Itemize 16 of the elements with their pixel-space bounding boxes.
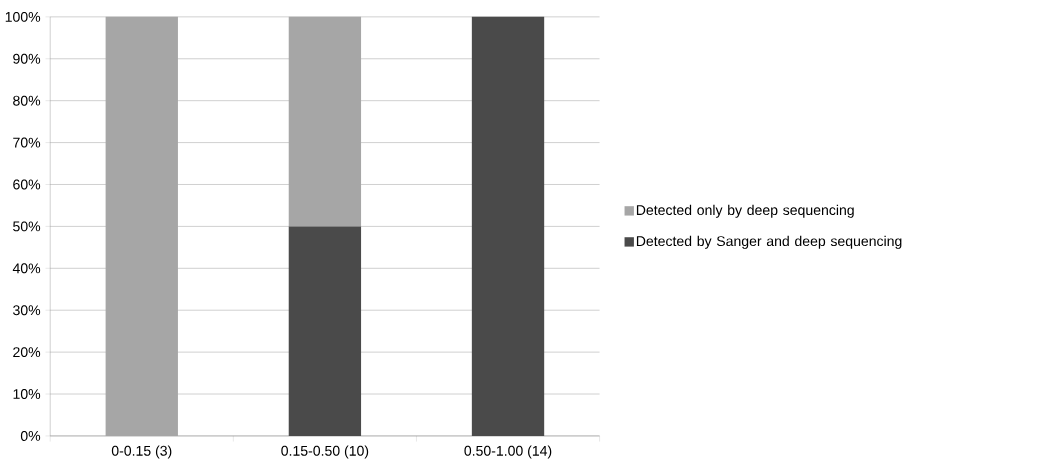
y-tick-label: 30% <box>13 305 41 316</box>
x-tick-label: 0.15-0.50 (10) <box>281 445 369 459</box>
y-tick-label: 0% <box>20 431 41 442</box>
x-tick-label: 0.50-1.00 (14) <box>464 445 552 459</box>
y-tick-label: 20% <box>13 347 41 358</box>
y-tick-label: 40% <box>12 263 41 274</box>
y-tick-label: 80% <box>13 95 41 106</box>
x-tick-label: 0-0.15 (3) <box>111 445 172 459</box>
y-tick-label: 90% <box>13 53 41 64</box>
y-tick-label: 10% <box>13 389 41 400</box>
y-tick-label: 60% <box>13 179 41 190</box>
y-tick-label: 50% <box>13 221 41 232</box>
legend-label: Detected by Sanger and deep sequencing <box>636 235 902 249</box>
y-tick-label: 70% <box>13 137 41 148</box>
legend-label: Detected only by deep sequencing <box>636 204 854 218</box>
y-tick-label: 100% <box>5 12 41 22</box>
